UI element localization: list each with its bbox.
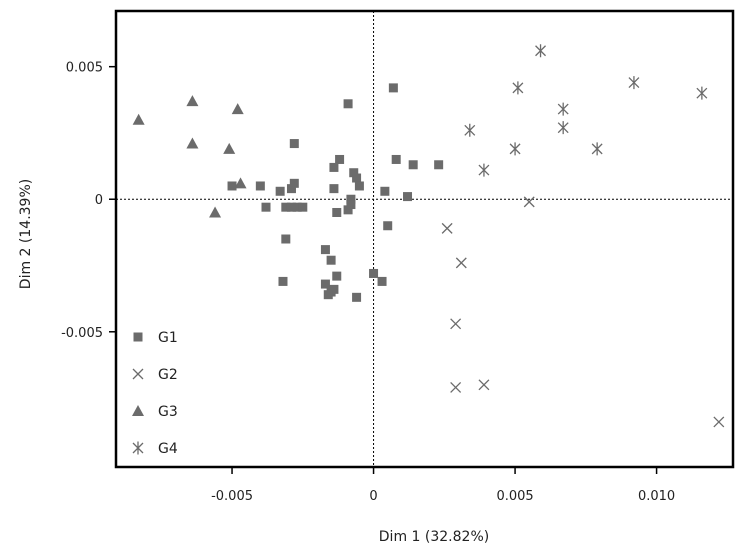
g3-point: [186, 95, 199, 107]
g1-point: [281, 234, 291, 244]
legend-g3-marker: [132, 405, 144, 416]
g1-point: [332, 207, 342, 217]
legend-g2-label: G2: [158, 367, 178, 383]
g3-point: [231, 103, 244, 115]
g1-point: [323, 290, 333, 300]
g1-point: [383, 221, 393, 231]
g1-point: [346, 194, 356, 204]
y-tick-label: -0.005: [61, 326, 103, 341]
g1-point: [377, 276, 387, 286]
legend: G1 G2 G3 G4: [132, 330, 178, 457]
g3-point: [132, 113, 145, 125]
g4-point: [509, 142, 521, 156]
g1-point: [278, 276, 288, 286]
x-tick-label: 0: [369, 489, 377, 504]
x-tick-label: 0.005: [496, 489, 533, 504]
legend-g4-marker: [132, 441, 144, 455]
g4-point: [557, 102, 569, 116]
g1-point: [349, 168, 359, 178]
g4-point: [696, 86, 708, 100]
g3-point: [234, 177, 247, 189]
g1-point: [320, 279, 330, 289]
g1-point: [326, 255, 336, 265]
g1-point: [281, 202, 291, 212]
g1-point: [261, 202, 271, 212]
g3-point: [209, 206, 222, 218]
g3-point: [223, 142, 236, 154]
g1-point: [298, 202, 308, 212]
g4-point: [512, 81, 524, 95]
g1-point: [354, 181, 364, 191]
g1-point: [403, 192, 413, 202]
g1-point: [391, 154, 401, 164]
g1-point: [329, 184, 339, 194]
data-points: [132, 44, 725, 428]
g1-point: [320, 245, 330, 255]
g1-point: [343, 99, 353, 109]
g1-point: [332, 271, 342, 281]
y-tick-label: 0.005: [66, 61, 103, 76]
x-tick-label: -0.005: [211, 489, 253, 504]
g1-point: [434, 160, 444, 170]
g4-point: [464, 123, 476, 137]
g1-point: [286, 202, 296, 212]
g3-point: [186, 137, 199, 149]
g1-point: [346, 200, 356, 210]
y-axis-label: Dim 2 (14.39%): [18, 179, 34, 289]
g1-point: [408, 160, 418, 170]
g1-point: [352, 173, 362, 183]
g1-point: [380, 186, 390, 196]
legend-g3-label: G3: [158, 404, 178, 420]
g2-point: [713, 416, 725, 428]
g1-point: [255, 181, 265, 191]
legend-g1-marker: [133, 332, 143, 342]
g1-point: [343, 205, 353, 215]
plot-frame: [114, 9, 735, 469]
g1-point: [352, 292, 362, 302]
y-tick-label: 0: [95, 193, 103, 208]
g1-point: [335, 154, 345, 164]
x-axis-ticks: -0.005 0 0.005 0.010: [211, 467, 675, 504]
g1-point: [275, 186, 285, 196]
g4-point: [557, 121, 569, 135]
reference-lines: [116, 11, 733, 467]
g2-point: [450, 318, 462, 330]
legend-g4-label: G4: [158, 441, 178, 457]
g4-point: [591, 142, 603, 156]
g4-point: [478, 163, 490, 177]
g1-point: [289, 178, 299, 188]
g2-point: [450, 382, 462, 393]
g1-point: [329, 162, 339, 172]
g1-point: [227, 181, 237, 191]
g2-point: [455, 257, 467, 269]
g4-point: [628, 76, 640, 90]
g2-point: [478, 379, 490, 391]
g1-point: [289, 139, 299, 149]
g2-point: [523, 196, 535, 208]
y-axis-ticks: 0.005 0 -0.005: [61, 61, 116, 341]
legend-g1-label: G1: [158, 330, 178, 346]
g4-point: [535, 44, 547, 58]
g2-point: [441, 222, 453, 234]
g1-point: [292, 202, 302, 212]
x-tick-label: 0.010: [638, 489, 675, 504]
g1-point: [286, 184, 296, 194]
x-axis-label: Dim 1 (32.82%): [379, 529, 489, 545]
legend-g2-marker: [132, 368, 144, 380]
g1-point: [369, 268, 379, 278]
g1-point: [388, 83, 398, 93]
